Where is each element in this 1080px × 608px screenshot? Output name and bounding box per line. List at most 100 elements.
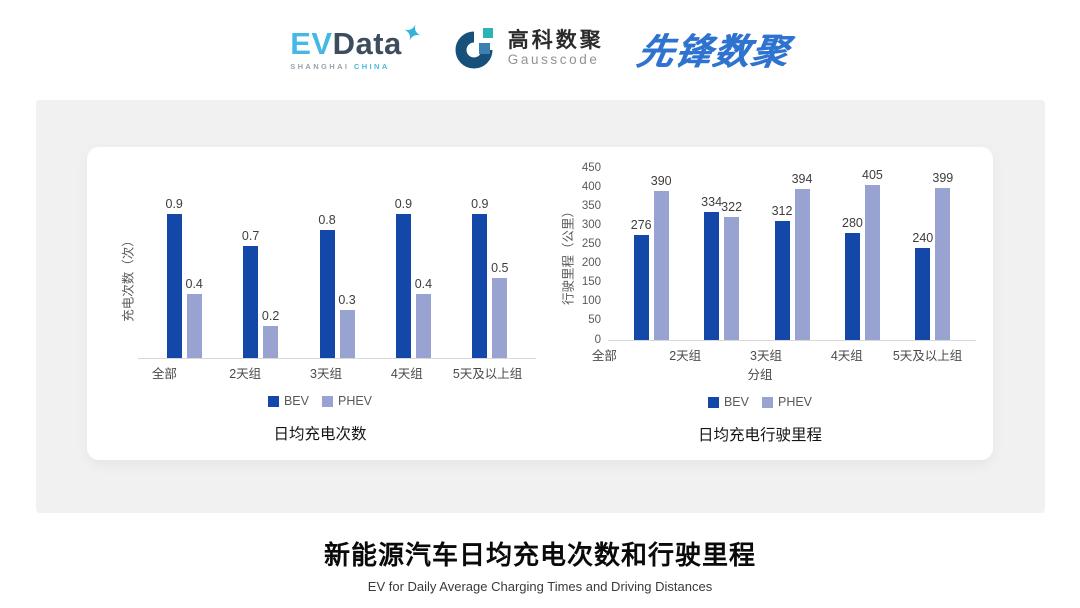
bar-group: 334 322 <box>686 195 756 340</box>
bar-group: 0.9 0.4 <box>375 197 451 358</box>
legend-item-bev: BEV <box>267 394 309 408</box>
value-label: 394 <box>791 172 813 187</box>
evdata-logo: EV Data SHANGHAI CHINA <box>290 24 421 71</box>
x-axis-categories: 全部 2天组 3天组 4天组 5天及以上组 <box>556 341 976 363</box>
page-title: 新能源汽车日均充电次数和行驶里程 <box>323 540 756 570</box>
bar-phev: 0.5 <box>491 261 509 358</box>
evdata-tagline-shanghai: SHANGHAI <box>290 61 350 71</box>
category-label: 3天组 <box>750 349 782 363</box>
gausscode-g-icon <box>455 23 499 75</box>
content-panel: 充电次数（次） 0.9 0.4 0.7 0.2 0.8 0.3 0.9 0.4 0.9 0.5 全… <box>35 100 1045 513</box>
bar-bev: 0.9 <box>166 197 183 358</box>
y-tick-label: 400 <box>581 180 601 193</box>
footer: 新能源汽车日均充电次数和行驶里程 EV for Daily Average Ch… <box>0 535 1080 594</box>
bar-group: 0.9 0.4 <box>146 197 222 358</box>
bar-phev: 405 <box>862 168 883 340</box>
category-label: 5天及以上组 <box>452 367 523 381</box>
bar-phev: 0.4 <box>186 277 203 358</box>
legend-item-bev: BEV <box>707 395 749 409</box>
y-axis-label: 充电次数（次） <box>121 234 136 322</box>
chart-title: 日均充电行驶里程 <box>697 427 822 444</box>
value-label: 0.4 <box>414 277 433 291</box>
category-label: 3天组 <box>310 367 342 381</box>
value-label: 280 <box>841 216 863 230</box>
gausscode-name-en: Gausscode <box>507 52 600 68</box>
category-label: 5天及以上组 <box>892 349 963 363</box>
legend: BEV PHEV <box>544 394 976 410</box>
phev-swatch-icon <box>761 396 773 408</box>
y-axis-ticks: 0 50 100 150 200 250 300 350 400 450 <box>578 162 608 345</box>
y-tick-label: 100 <box>581 295 601 308</box>
chart-title: 日均充电次数 <box>273 426 367 443</box>
charts-card: 充电次数（次） 0.9 0.4 0.7 0.2 0.8 0.3 0.9 0.4 0.9 0.5 全… <box>87 147 993 460</box>
bar-group: 0.8 0.3 <box>299 213 375 358</box>
value-label: 405 <box>861 168 883 183</box>
value-label: 0.8 <box>318 213 336 227</box>
value-label: 0.4 <box>185 277 203 291</box>
value-label: 0.3 <box>338 293 356 307</box>
bar-bev: 312 <box>772 204 792 340</box>
bev-swatch-icon <box>707 396 719 408</box>
legend-item-phev: PHEV <box>761 395 813 409</box>
value-label: 0.9 <box>394 197 413 211</box>
evdata-tagline: SHANGHAI CHINA <box>290 62 421 71</box>
y-axis-label-col: 行驶里程（公里） <box>556 169 578 341</box>
y-tick-label: 0 <box>594 333 601 346</box>
gausscode-name-cn: 高科数聚 <box>507 29 604 53</box>
bar-group: 0.7 0.2 <box>222 229 298 358</box>
value-label: 334 <box>701 195 723 210</box>
y-tick-label: 350 <box>581 199 601 212</box>
y-axis-label: 行驶里程（公里） <box>561 204 576 306</box>
value-label: 240 <box>912 231 934 246</box>
bar-group: 312 394 <box>757 172 827 340</box>
legend-label: PHEV <box>337 394 373 408</box>
bar-group: 276 390 <box>616 174 686 340</box>
category-label: 全部 <box>591 349 617 363</box>
value-label: 0.2 <box>261 309 280 323</box>
y-tick-label: 50 <box>588 314 601 327</box>
plot-area: 0.9 0.4 0.7 0.2 0.8 0.3 0.9 0.4 0.9 0.5 <box>138 197 536 359</box>
category-label: 2天组 <box>229 367 262 381</box>
bar-group: 240 399 <box>898 171 968 340</box>
pioneer-logo: 先锋数聚 <box>633 31 793 72</box>
category-label: 2天组 <box>669 349 702 363</box>
category-label: 4天组 <box>390 367 423 381</box>
bar-phev: 394 <box>792 172 812 340</box>
gausscode-logo: 高科数聚 Gausscode <box>455 23 604 75</box>
bar-bev: 280 <box>842 216 863 340</box>
value-label: 399 <box>932 170 954 185</box>
bar-phev: 390 <box>651 174 672 340</box>
bar-bev: 334 <box>701 195 722 340</box>
y-tick-label: 450 <box>581 161 601 174</box>
y-tick-label: 150 <box>581 276 601 289</box>
evdata-tagline-china: CHINA <box>353 61 390 71</box>
x-axis-label: 分组 <box>747 368 773 382</box>
bar-bev: 0.9 <box>395 197 412 358</box>
bar-phev: 399 <box>932 171 953 340</box>
bar-phev: 322 <box>721 200 742 340</box>
value-label: 276 <box>630 217 652 232</box>
plot-area: 276 390 334 322 312 394 280 405 240 399 <box>608 168 976 341</box>
evdata-wordmark-ev: EV <box>290 25 333 61</box>
bar-phev: 0.3 <box>338 293 356 358</box>
value-label: 322 <box>721 199 743 214</box>
bar-bev: 240 <box>912 231 933 340</box>
bar-phev: 0.2 <box>262 309 279 358</box>
brand-header: EV Data SHANGHAI CHINA 高科数聚 Gausscode <box>0 0 1080 98</box>
x-axis-categories: 全部 2天组 3天组 4天组 5天及以上组 <box>116 359 536 381</box>
bar-phev: 0.4 <box>415 277 432 358</box>
y-tick-label: 200 <box>581 257 601 270</box>
y-axis-label-col: 充电次数（次） <box>116 197 138 359</box>
legend: BEV PHEV <box>104 393 536 409</box>
legend-label: PHEV <box>777 395 813 409</box>
category-label: 全部 <box>151 367 177 381</box>
bar-bev: 0.7 <box>242 229 259 358</box>
y-tick-label: 300 <box>581 218 601 231</box>
phev-swatch-icon <box>321 395 333 407</box>
bar-group: 0.9 0.5 <box>452 197 528 358</box>
category-label: 4天组 <box>830 349 863 363</box>
bar-group: 280 405 <box>827 168 897 340</box>
value-label: 390 <box>650 173 672 188</box>
bev-swatch-icon <box>267 395 279 407</box>
chart-daily-driving-distance: 行驶里程（公里） 0 50 100 150 200 250 300 350 400 450 276… <box>544 162 976 460</box>
